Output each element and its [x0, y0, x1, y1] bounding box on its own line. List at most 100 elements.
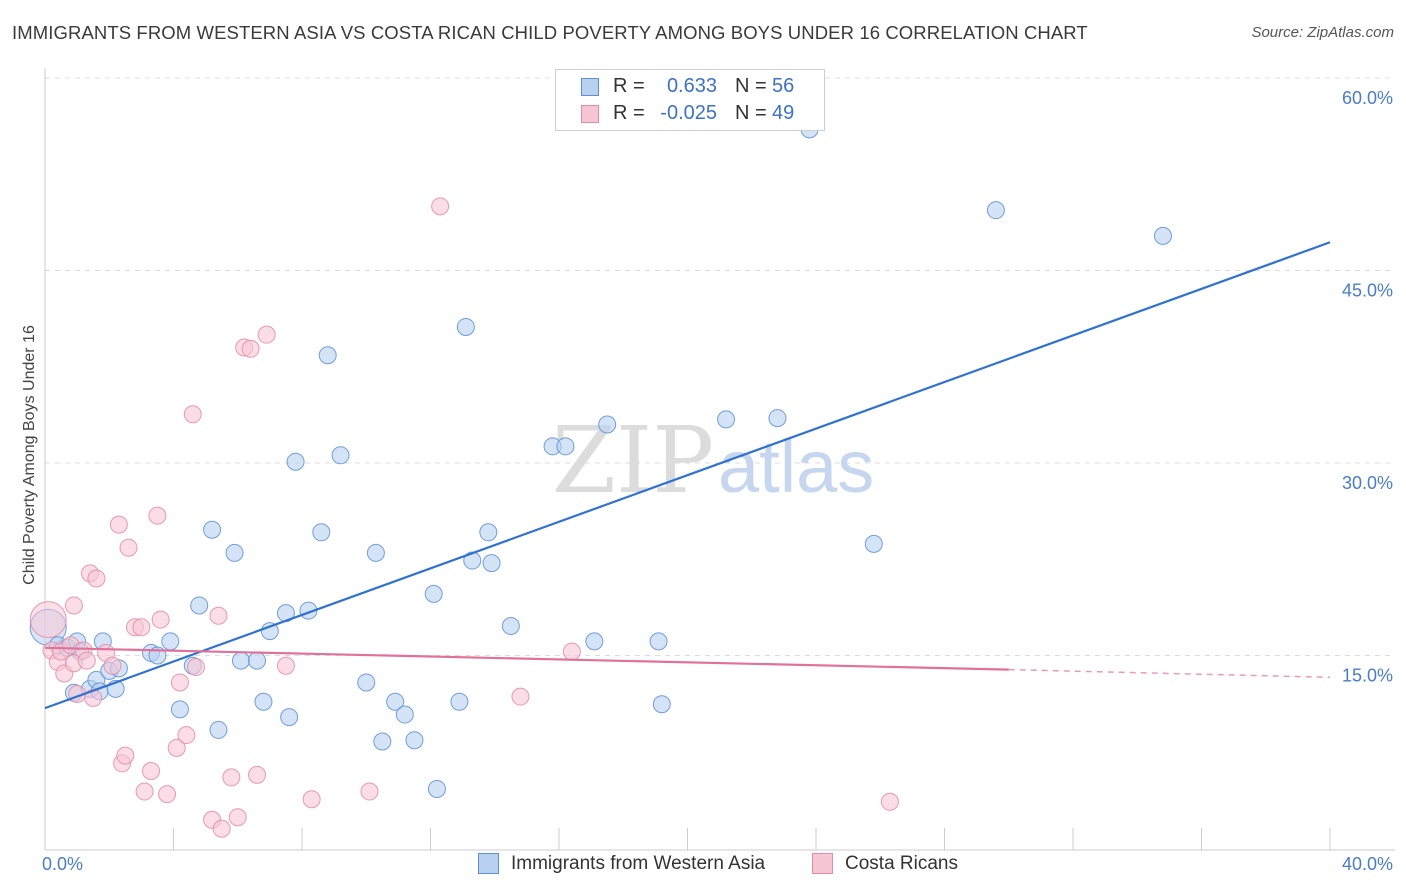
blue-point: [986, 201, 1005, 220]
blue-point: [203, 520, 222, 539]
pink-point: [29, 601, 67, 639]
pink-point: [119, 538, 138, 557]
y-tick-label: 30.0%: [1342, 473, 1393, 493]
pink-point: [170, 673, 189, 692]
legend-n-label: N =: [735, 102, 767, 124]
y-tick-label: 45.0%: [1342, 281, 1393, 301]
bottom-legend-swatch-blue: [478, 853, 499, 874]
pink-point: [64, 596, 83, 615]
trend-lines: [44, 241, 1331, 710]
blue-point: [598, 415, 617, 434]
legend-r-value: -0.025: [660, 102, 717, 124]
blue-trend-line: [44, 241, 1331, 710]
blue-point: [231, 651, 250, 670]
chart-title: IMMIGRANTS FROM WESTERN ASIA VS COSTA RI…: [12, 22, 1088, 43]
pink-point: [228, 808, 247, 827]
legend-row-western-asia: R = 0.633 N = 56: [556, 74, 824, 100]
pink-point: [148, 506, 167, 525]
blue-point: [312, 523, 331, 542]
y-tick-label: 15.0%: [1342, 666, 1393, 686]
legend-row-costa-ricans: R = -0.025 N = 49: [556, 101, 824, 127]
source-label: Source: ZipAtlas.com: [1251, 24, 1394, 41]
pink-point: [158, 785, 177, 804]
x-tick-label: 0.0%: [42, 854, 83, 874]
legend-swatch-pink: [581, 105, 599, 123]
pink-point: [77, 651, 96, 670]
pink-point: [135, 782, 154, 801]
data-points: [29, 120, 1172, 838]
pink-point: [186, 658, 205, 677]
y-tick-label: 60.0%: [1342, 88, 1393, 108]
pink-point: [212, 819, 231, 838]
blue-point: [357, 673, 376, 692]
legend-n-value: 56: [772, 75, 795, 97]
tick-labels: 15.0% 30.0% 45.0% 60.0% 0.0% 40.0%: [42, 88, 1393, 874]
legend-n-value: 49: [772, 102, 795, 124]
legend-n-label: N =: [735, 75, 767, 97]
blue-point: [424, 584, 443, 603]
blue-point: [479, 523, 498, 542]
blue-point: [260, 622, 279, 641]
blue-point: [248, 651, 267, 670]
blue-point: [585, 632, 604, 651]
watermark-atlas: atlas: [718, 425, 874, 508]
blue-point: [190, 596, 209, 615]
pink-point: [431, 197, 450, 216]
blue-point: [463, 551, 482, 570]
pink-point: [880, 792, 899, 811]
pink-point: [151, 610, 170, 629]
blue-point: [456, 317, 475, 336]
legend-swatch-blue: [581, 78, 599, 96]
watermark-zip: ZIP: [552, 407, 714, 514]
pink-point: [562, 642, 581, 661]
pink-point: [177, 726, 196, 745]
bottom-legend-swatch-pink: [812, 853, 833, 874]
pink-point: [276, 656, 295, 675]
blue-point: [556, 437, 575, 456]
blue-point: [170, 700, 189, 719]
legend-r-label: R =: [613, 75, 645, 97]
blue-point: [225, 543, 244, 562]
blue-point: [768, 409, 787, 428]
blue-point: [717, 410, 736, 429]
blue-point: [501, 616, 520, 635]
pink-point: [109, 515, 128, 534]
legend-r-label: R =: [613, 102, 645, 124]
pink-point: [116, 746, 135, 765]
legend-r-value: 0.633: [666, 75, 717, 97]
pink-point: [209, 606, 228, 625]
gridlines: [45, 77, 1395, 656]
blue-point: [652, 695, 671, 714]
pink-point: [241, 339, 260, 358]
pink-point: [222, 768, 241, 787]
blue-point: [373, 732, 392, 751]
blue-point: [450, 692, 469, 711]
blue-point: [482, 554, 501, 573]
blue-point: [649, 632, 668, 651]
blue-point: [386, 692, 405, 711]
pink-point: [103, 656, 122, 675]
bottom-legend-costa-ricans: Costa Ricans: [812, 852, 982, 876]
pink-point: [183, 405, 202, 424]
pink-point: [511, 687, 530, 706]
blue-point: [395, 705, 414, 724]
blue-point: [318, 346, 337, 365]
pink-point: [87, 569, 106, 588]
blue-point: [1153, 226, 1172, 245]
pink-point: [257, 325, 276, 344]
pink-point: [132, 618, 151, 637]
pink-trend-extension: [1008, 668, 1331, 679]
axes: [44, 68, 1395, 851]
pink-point: [248, 765, 267, 784]
pink-point: [84, 688, 103, 707]
correlation-legend: R = 0.633 N = 56 R = -0.025 N = 49: [555, 69, 825, 131]
blue-point: [864, 534, 883, 553]
pink-point: [142, 762, 161, 780]
blue-point: [286, 452, 305, 471]
pink-trend-line: [44, 646, 1009, 671]
pink-point: [167, 738, 186, 757]
blue-point: [366, 543, 385, 562]
blue-point: [254, 692, 273, 711]
pink-point: [360, 782, 379, 801]
